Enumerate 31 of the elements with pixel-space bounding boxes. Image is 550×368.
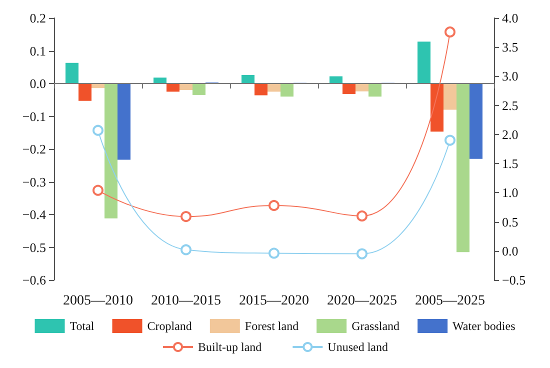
y2-tick-label: 4.0: [502, 10, 518, 26]
legend-label: Built-up land: [198, 340, 262, 354]
x-tick-label: 2015—2020: [239, 294, 309, 308]
y2-tick-label: 3.5: [502, 40, 518, 55]
y2-tick-label: 2.0: [502, 126, 518, 142]
x-tick-label: 2005—2010: [63, 294, 133, 308]
legend-label: Forest land: [244, 319, 299, 333]
legend-label: Total: [70, 319, 95, 333]
y2-tick-label: 0.0: [502, 243, 518, 258]
y2-tick-label: 1.5: [502, 156, 518, 172]
legend-label: Unused land: [328, 340, 388, 354]
y2-tick-label: −0.5: [502, 272, 526, 288]
y2-tick-label: 3.0: [502, 68, 518, 84]
y2-tick-label: 0.5: [502, 214, 518, 230]
y-tick-label: 0.1: [30, 43, 46, 58]
x-tick-label: 2020—2025: [327, 294, 397, 308]
y-tick-label: −0.4: [22, 207, 46, 222]
y2-tick-label: 2.5: [502, 98, 518, 113]
y-tick-label: −0.2: [22, 142, 46, 156]
y-tick-label: −0.6: [22, 272, 46, 288]
y2-tick-label: 1.0: [502, 185, 518, 200]
x-tick-label: 2005—2025: [415, 294, 485, 308]
legend-label: Cropland: [147, 319, 192, 333]
y-tick-label: 0.2: [30, 10, 46, 26]
x-tick-label: 2010—2015: [151, 294, 221, 308]
legend-label: Water bodies: [452, 319, 516, 333]
y-tick-label: 0.0: [30, 76, 46, 91]
legend-label: Grassland: [352, 319, 400, 333]
y-tick-label: −0.1: [22, 108, 46, 124]
y-tick-label: −0.3: [22, 174, 46, 190]
y-tick-label: −0.5: [22, 240, 46, 255]
